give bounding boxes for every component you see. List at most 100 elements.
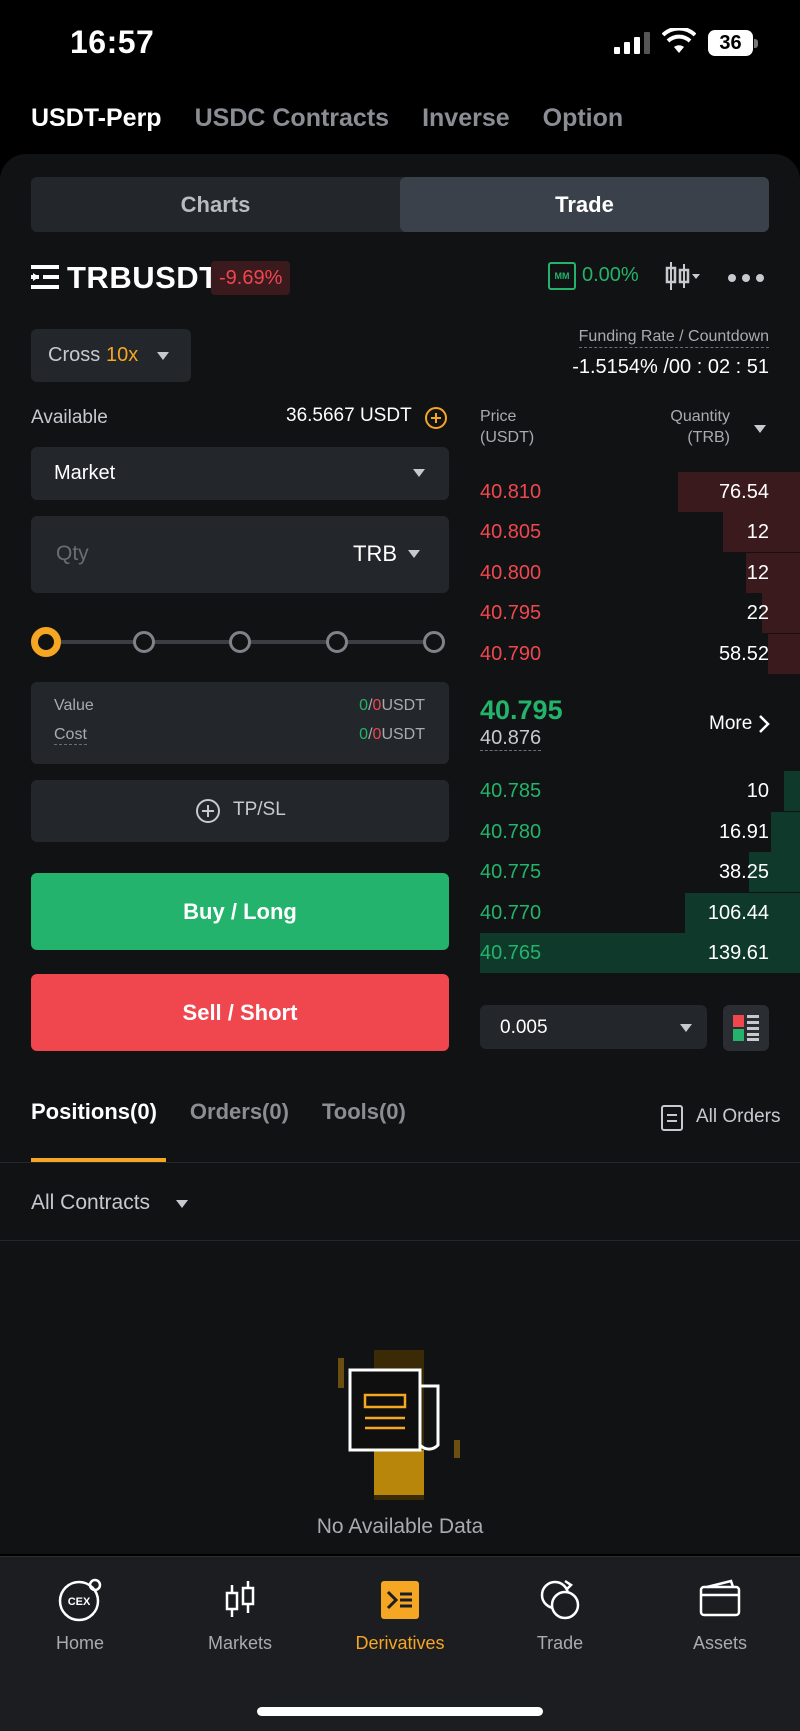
ask-row[interactable]: 40.795 22	[480, 593, 800, 633]
nav-trade[interactable]: Trade	[490, 1577, 630, 1654]
ask-price: 40.810	[480, 481, 542, 503]
bid-price: 40.770	[480, 902, 542, 924]
nav-label: Trade	[536, 1633, 584, 1653]
bid-qty: 106.44	[707, 902, 769, 924]
cost-label[interactable]: Cost	[54, 726, 87, 745]
bid-row[interactable]: 40.785 10	[480, 771, 800, 811]
derivatives-icon	[381, 1581, 419, 1619]
ask-row[interactable]: 40.800 12	[480, 553, 800, 593]
symbol-name[interactable]: TRBUSDT	[67, 260, 219, 295]
contracts-filter[interactable]: All Contracts	[31, 1191, 151, 1214]
contract-type-tabs: USDT-Perp USDC Contracts Inverse Option	[31, 104, 623, 133]
segment-charts[interactable]: Charts	[180, 192, 251, 217]
menu-icon[interactable]	[31, 265, 59, 289]
nav-label: Markets	[207, 1633, 272, 1653]
bid-row[interactable]: 40.775 38.25	[480, 852, 800, 892]
bottom-nav: CEX Home Markets Derivatives Trade	[0, 1556, 800, 1731]
slider-node-25[interactable]	[133, 631, 155, 653]
home-indicator	[257, 1707, 543, 1716]
trade-icon	[540, 1579, 580, 1620]
candlestick-icon	[225, 1581, 255, 1617]
available-value: 36.5667 USDT	[286, 405, 412, 426]
ask-row[interactable]: 40.790 58.52	[480, 634, 800, 674]
bid-row[interactable]: 40.780 16.91	[480, 812, 800, 852]
plus-circle-icon	[196, 799, 220, 823]
ask-qty: 22	[746, 602, 769, 624]
slider-node-75[interactable]	[326, 631, 348, 653]
empty-document-icon	[338, 1350, 460, 1500]
tab-inverse[interactable]: Inverse	[422, 104, 510, 132]
tab-option[interactable]: Option	[542, 104, 624, 132]
available-label: Available	[31, 407, 108, 428]
tick-size-value: 0.005	[500, 1017, 548, 1038]
add-funds-icon[interactable]	[424, 406, 448, 430]
nav-assets[interactable]: Assets	[650, 1577, 790, 1654]
nav-markets[interactable]: Markets	[170, 1577, 310, 1654]
document-icon[interactable]	[661, 1105, 683, 1131]
orderbook-layout-button[interactable]	[723, 1005, 769, 1051]
all-orders-link[interactable]: All Orders	[696, 1106, 781, 1127]
bid-depth-bar	[771, 812, 800, 852]
caret-down-icon	[157, 352, 169, 360]
bid-row[interactable]: 40.770 106.44	[480, 893, 800, 933]
segment-trade[interactable]: Trade	[400, 177, 769, 232]
caret-down-icon	[176, 1200, 188, 1208]
ask-row[interactable]: 40.805 12	[480, 512, 800, 552]
chevron-right-icon[interactable]	[758, 714, 770, 734]
tab-usdc-contracts[interactable]: USDC Contracts	[194, 104, 390, 132]
signal-icon	[614, 32, 650, 54]
orderbook-qty-header[interactable]: Quantity (TRB)	[670, 408, 730, 446]
battery-level: 36	[708, 30, 753, 56]
ask-depth-bar	[678, 472, 800, 512]
bid-price: 40.780	[480, 821, 542, 843]
qty-placeholder: Qty	[56, 542, 89, 565]
tab-usdt-perp[interactable]: USDT-Perp	[31, 104, 162, 132]
battery-icon: 36	[708, 30, 758, 56]
more-options-icon[interactable]	[727, 272, 765, 284]
qty-input[interactable]: Qty TRB	[31, 516, 449, 593]
funding-rate-label[interactable]: Funding Rate / Countdown	[578, 328, 769, 348]
buy-long-button[interactable]: Buy / Long	[31, 873, 449, 950]
more-link[interactable]: More	[709, 713, 753, 734]
slider-node-100[interactable]	[423, 631, 445, 653]
tab-positions[interactable]: Positions(0)	[31, 1099, 157, 1124]
bid-depth-bar	[684, 893, 800, 933]
svg-text:CEX: CEX	[68, 1596, 91, 1608]
nav-derivatives[interactable]: Derivatives	[330, 1577, 470, 1654]
ask-depth-bar	[723, 512, 800, 552]
ask-price: 40.795	[480, 602, 542, 624]
caret-down-icon	[413, 469, 425, 477]
ask-qty: 76.54	[718, 481, 769, 503]
slider-node-50[interactable]	[229, 631, 251, 653]
caret-down-icon	[680, 1024, 692, 1032]
slider-node-0[interactable]	[31, 627, 61, 657]
qty-unit-select[interactable]: TRB	[353, 541, 397, 566]
sell-short-button[interactable]: Sell / Short	[31, 974, 449, 1051]
main-panel	[0, 154, 800, 1554]
orderbook-price-header: Price (USDT)	[480, 408, 535, 446]
symbol-change-badge: -9.69%	[211, 261, 291, 295]
bid-price: 40.765	[480, 942, 542, 964]
status-time: 16:57	[70, 24, 155, 60]
margin-leverage-button[interactable]: Cross 10x	[31, 329, 191, 382]
mark-price[interactable]: 40.876	[480, 727, 542, 751]
candlestick-chart-icon[interactable]	[664, 260, 702, 292]
tab-orders[interactable]: Orders(0)	[189, 1099, 289, 1124]
tick-size-select[interactable]: 0.005	[480, 1005, 707, 1049]
mm-icon[interactable]: MM	[548, 262, 576, 290]
ask-price: 40.800	[480, 562, 542, 584]
orderbook-layout-icon	[733, 1015, 759, 1041]
nav-home[interactable]: CEX Home	[10, 1577, 150, 1654]
qty-slider[interactable]	[31, 627, 449, 657]
ask-row[interactable]: 40.810 76.54	[480, 472, 800, 512]
nav-label: Derivatives	[355, 1633, 445, 1653]
tpsl-button[interactable]: TP/SL	[31, 780, 449, 842]
funding-rate-value: -1.5154% /00 : 02 : 51	[572, 356, 769, 378]
bid-depth-bar	[480, 933, 800, 973]
leverage-value: 10x	[106, 344, 139, 366]
order-type-select[interactable]: Market	[31, 447, 449, 500]
bid-row[interactable]: 40.765 139.61	[480, 933, 800, 973]
wifi-icon	[662, 28, 696, 53]
bid-price: 40.785	[480, 780, 542, 802]
tab-tools[interactable]: Tools(0)	[321, 1099, 406, 1124]
